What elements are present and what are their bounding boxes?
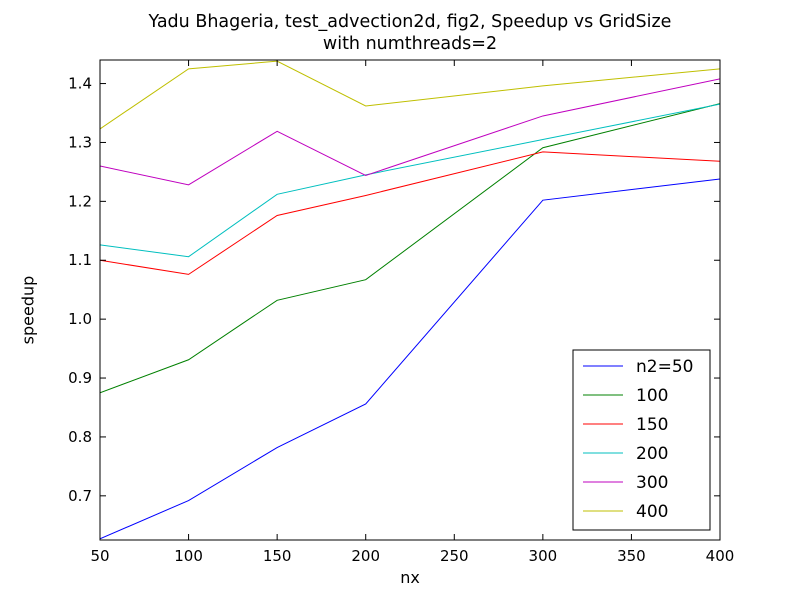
legend-label-4: 300: [636, 473, 668, 493]
series-line-3: [100, 103, 720, 258]
x-tick-label: 150: [263, 547, 292, 565]
plot-frame: [99, 59, 721, 541]
x-tick-label: 250: [440, 547, 469, 565]
legend-label-5: 400: [636, 502, 668, 522]
chart-title: Yadu Bhageria, test_advection2d, fig2, S…: [148, 12, 672, 32]
y-tick-label: 0.9: [68, 369, 92, 387]
y-tick-label: 1.2: [68, 192, 92, 210]
chart-subtitle: with numthreads=2: [322, 34, 498, 54]
legend-box: [572, 349, 711, 531]
x-tick-label: 350: [617, 547, 646, 565]
series-line-0: [100, 178, 720, 540]
series-line-4: [100, 78, 720, 186]
series-line-2: [100, 151, 720, 275]
y-tick-label: 1.0: [68, 310, 92, 328]
y-tick-label: 0.7: [68, 487, 92, 505]
legend-label-3: 200: [636, 444, 668, 464]
y-tick-label: 0.8: [68, 428, 92, 446]
y-axis-label: speedup: [18, 275, 38, 345]
series-line-5: [100, 60, 720, 130]
x-tick-label: 200: [351, 547, 380, 565]
series-line-1: [100, 103, 720, 394]
legend-label-2: 150: [636, 415, 668, 435]
y-tick-label: 1.4: [68, 75, 92, 93]
x-tick-label: 50: [90, 547, 109, 565]
x-tick-label: 400: [706, 547, 735, 565]
x-axis-label: nx: [400, 568, 420, 587]
x-tick-label: 100: [174, 547, 203, 565]
y-tick-label: 1.1: [68, 251, 92, 269]
x-tick-label: 300: [529, 547, 558, 565]
legend-label-0: n2=50: [636, 357, 693, 377]
legend-label-1: 100: [636, 386, 668, 406]
y-tick-label: 1.3: [68, 133, 92, 151]
